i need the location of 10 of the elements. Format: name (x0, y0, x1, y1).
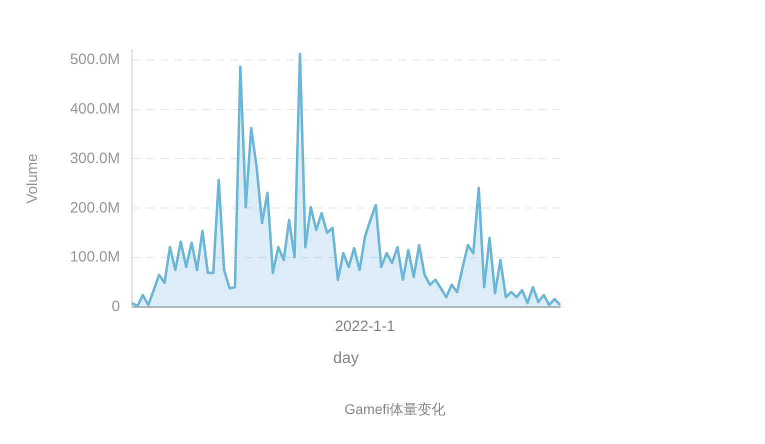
y-tick-label: 500.0M (70, 51, 120, 68)
x-tick-label: 2022-1-1 (334, 318, 395, 336)
y-tick-label: 0 (112, 298, 120, 316)
y-axis-title: Volume (24, 153, 42, 204)
y-tick-label: 300.0M (70, 150, 120, 167)
y-tick-label: 200.0M (70, 199, 120, 216)
y-tick-label: 100.0M (70, 248, 120, 266)
y-tick-label: 400.0M (70, 100, 120, 118)
x-axis-title: day (333, 350, 359, 367)
text: Gamefi体量变化 (344, 400, 446, 417)
